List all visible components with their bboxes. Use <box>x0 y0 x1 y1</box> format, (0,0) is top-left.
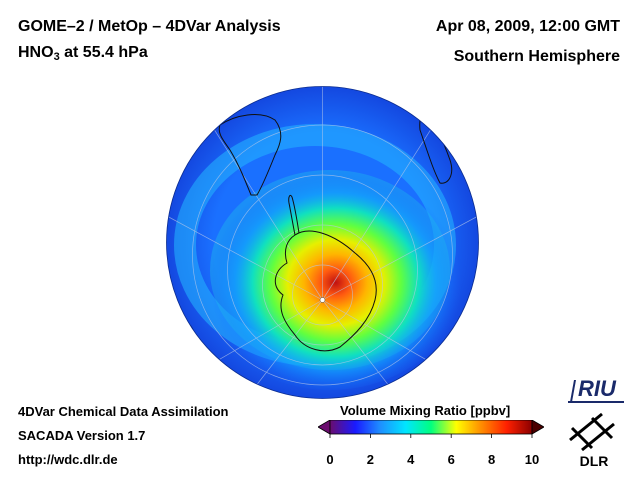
concentration-field <box>190 140 470 390</box>
colorbar-ticks <box>329 434 533 438</box>
map-title: GOME–2 / MetOp – 4DVar Analysis <box>18 18 281 35</box>
species-level: at 55.4 hPa <box>59 44 148 61</box>
colorbar <box>318 420 544 438</box>
globe-outline <box>166 86 479 399</box>
colorbar-tick-label: 4 <box>407 452 415 467</box>
dlr-logo-mark <box>569 412 615 452</box>
graticule <box>166 86 479 399</box>
colorbar-tick-label: 10 <box>524 452 540 467</box>
hemisphere-label: Southern Hemisphere <box>453 48 620 65</box>
colorbar-tick-label: 6 <box>447 452 455 467</box>
riu-logo: RIU <box>568 376 624 403</box>
footer-url: http://wdc.dlr.de <box>18 452 118 467</box>
analysis-date: Apr 08, 2009, 12:00 GMT <box>435 18 620 35</box>
colorbar-bar <box>329 420 533 435</box>
colorbar-max-arrow <box>531 420 544 435</box>
riu-logo-mark <box>570 380 576 402</box>
riu-logo-text: RIU <box>578 376 617 401</box>
colorbar-min-arrow <box>318 420 331 435</box>
colorbar-tick-label: 0 <box>326 452 334 467</box>
dlr-logo: DLR <box>569 412 615 468</box>
south-pole-marker <box>319 297 326 303</box>
species-subscript: 3 <box>53 51 60 63</box>
south-america-coast <box>218 114 282 196</box>
antarctica-coast <box>274 230 377 352</box>
antarctic-peninsula-coast <box>288 194 300 236</box>
dlr-logo-text: DLR <box>580 453 609 468</box>
colorbar-tick-label: 2 <box>366 452 375 467</box>
coastlines <box>169 104 453 352</box>
footer-assimilation: 4DVar Chemical Data Assimilation <box>18 404 229 419</box>
species-name: HNO <box>18 44 54 61</box>
footer-version: SACADA Version 1.7 <box>18 428 146 443</box>
species-label: HNO3 at 55.4 hPa <box>18 44 148 63</box>
globe-map <box>166 86 479 399</box>
colorbar-label: Volume Mixing Ratio [ppbv] <box>340 403 511 418</box>
colorbar-tick-label: 8 <box>487 452 496 467</box>
